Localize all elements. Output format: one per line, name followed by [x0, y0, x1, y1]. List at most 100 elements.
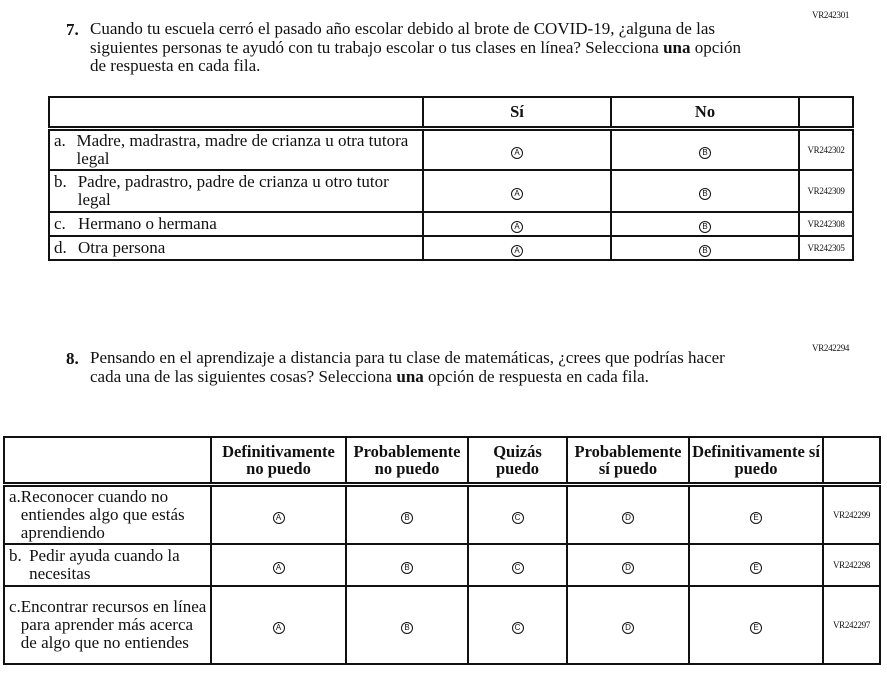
- row-text: Reconocer cuando no entiendes algo que e…: [20, 486, 185, 542]
- column-header: Quizás puedo: [467, 436, 568, 485]
- question-emphasis: una: [663, 37, 691, 57]
- question-text-part: opción de respuesta en cada fila.: [90, 37, 742, 75]
- column-header: Probablemente sí puedo: [566, 436, 690, 485]
- answer-cell: D: [566, 585, 690, 665]
- row-letter: a.: [54, 130, 66, 150]
- column-header: No: [610, 96, 800, 129]
- question-text: Pensando en el aprendizaje a distancia p…: [90, 348, 760, 386]
- answer-bubble-a[interactable]: A: [511, 221, 523, 233]
- answer-cell: A: [210, 483, 347, 545]
- answer-bubble-b[interactable]: B: [401, 622, 413, 634]
- table-row: c. Hermano o hermana A B VR242308: [48, 211, 854, 237]
- row-code: VR242297: [822, 585, 881, 665]
- answer-bubble-b[interactable]: B: [401, 511, 413, 524]
- answer-cell: D: [566, 543, 690, 587]
- row-code: VR242305: [798, 235, 854, 261]
- question-7-table: Sí No a. Madre, madrastra, madre de crianz…: [48, 96, 854, 261]
- row-letter: b.: [9, 546, 22, 565]
- answer-bubble-e[interactable]: E: [750, 622, 762, 634]
- row-label: a. Reconocer cuando no entiendes algo que…: [3, 483, 212, 545]
- column-header: Definitivamente sí puedo: [688, 436, 824, 485]
- question-text-part: Cuando tu escuela cerró el pasado año es…: [90, 19, 715, 57]
- row-letter: b.: [54, 172, 67, 191]
- row-label: d. Otra persona: [48, 235, 424, 261]
- answer-cell: B: [610, 235, 800, 261]
- question-text: Cuando tu escuela cerró el pasado año es…: [90, 19, 760, 76]
- row-label: b. Padre, padrastro, padre de crianza u o…: [48, 169, 424, 213]
- header-empty: [798, 96, 854, 129]
- answer-cell: B: [345, 483, 469, 545]
- table-row: a. Reconocer cuando no entiendes algo que…: [3, 483, 881, 545]
- answer-bubble-e[interactable]: E: [750, 562, 762, 574]
- row-letter: d.: [54, 238, 67, 257]
- row-letter: c.: [9, 597, 21, 616]
- table-row: a. Madre, madrastra, madre de crianza u o…: [48, 127, 854, 171]
- question-8-table: Definitivamente no puedo Probablemente n…: [3, 436, 881, 665]
- answer-cell: A: [210, 543, 347, 587]
- answer-cell: A: [210, 585, 347, 665]
- answer-cell: E: [688, 543, 824, 587]
- column-header: Probablemente no puedo: [345, 436, 469, 485]
- row-label: a. Madre, madrastra, madre de crianza u o…: [48, 127, 424, 171]
- answer-bubble-c[interactable]: C: [511, 511, 524, 524]
- row-text: Madre, madrastra, madre de crianza u otr…: [76, 130, 409, 168]
- answer-cell: A: [422, 235, 612, 261]
- answer-cell: A: [422, 127, 612, 171]
- question-emphasis: una: [396, 366, 424, 386]
- row-code: VR242308: [798, 211, 854, 237]
- answer-bubble-a[interactable]: A: [511, 188, 523, 200]
- row-text: Pedir ayuda cuando la necesitas: [29, 546, 180, 583]
- answer-cell: C: [467, 543, 568, 587]
- question-text-part: opción de respuesta en cada fila.: [423, 366, 649, 386]
- row-text: Hermano o hermana: [78, 214, 217, 233]
- answer-cell: B: [345, 543, 469, 587]
- answer-bubble-a[interactable]: A: [272, 622, 285, 634]
- answer-cell: C: [467, 483, 568, 545]
- row-label: c. Encontrar recursos en línea para apren…: [3, 585, 212, 665]
- header-empty: [48, 96, 424, 129]
- answer-cell: B: [345, 585, 469, 665]
- question-number: 8.: [66, 349, 79, 368]
- table-row: d. Otra persona A B VR242305: [48, 235, 854, 261]
- answer-cell: E: [688, 483, 824, 545]
- question-code: VR242301: [812, 10, 850, 20]
- table-row: b. Pedir ayuda cuando la necesitas A B C D E VR…: [3, 543, 881, 587]
- answer-cell: B: [610, 211, 800, 237]
- header-empty: [3, 436, 212, 485]
- table-row: b. Padre, padrastro, padre de crianza u o…: [48, 169, 854, 213]
- answer-bubble-e[interactable]: E: [750, 511, 762, 524]
- answer-bubble-d[interactable]: D: [622, 511, 634, 524]
- answer-bubble-c[interactable]: C: [511, 622, 524, 634]
- answer-bubble-c[interactable]: C: [511, 562, 524, 574]
- column-header: Definitivamente no puedo: [210, 436, 347, 485]
- row-code: VR242298: [822, 543, 881, 587]
- answer-cell: C: [467, 585, 568, 665]
- row-letter: c.: [54, 214, 66, 233]
- answer-bubble-a[interactable]: A: [511, 146, 523, 159]
- answer-bubble-a[interactable]: A: [272, 562, 285, 574]
- answer-bubble-d[interactable]: D: [622, 562, 634, 574]
- answer-bubble-a[interactable]: A: [272, 511, 285, 524]
- answer-cell: B: [610, 127, 800, 171]
- answer-cell: A: [422, 169, 612, 213]
- answer-cell: A: [422, 211, 612, 237]
- row-text: Otra persona: [78, 238, 166, 257]
- column-header: Sí: [422, 96, 612, 129]
- row-code: VR242302: [798, 127, 854, 171]
- answer-bubble-b[interactable]: B: [699, 188, 711, 200]
- answer-bubble-b[interactable]: B: [401, 562, 413, 574]
- answer-cell: D: [566, 483, 690, 545]
- row-letter: a.: [9, 486, 21, 506]
- answer-bubble-b[interactable]: B: [699, 221, 711, 233]
- row-label: c. Hermano o hermana: [48, 211, 424, 237]
- header-empty: [822, 436, 881, 485]
- answer-bubble-a[interactable]: A: [511, 245, 523, 257]
- question-text-part: Pensando en el aprendizaje a distancia p…: [90, 348, 725, 386]
- answer-bubble-b[interactable]: B: [699, 146, 711, 159]
- answer-bubble-d[interactable]: D: [622, 622, 634, 634]
- answer-bubble-b[interactable]: B: [699, 245, 711, 257]
- answer-cell: E: [688, 585, 824, 665]
- question-number: 7.: [66, 20, 79, 39]
- row-text: Encontrar recursos en línea para aprende…: [20, 597, 207, 652]
- table-row: c. Encontrar recursos en línea para apren…: [3, 585, 881, 665]
